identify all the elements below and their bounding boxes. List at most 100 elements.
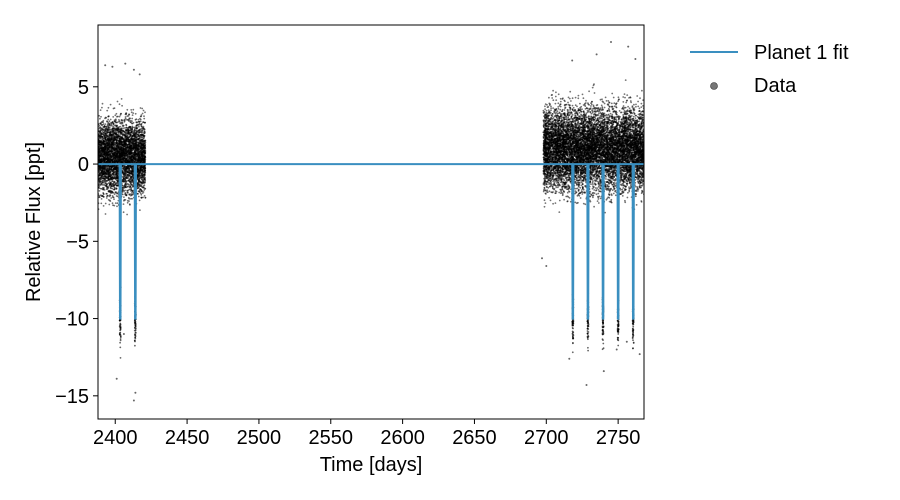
data-point [142,191,145,193]
data-point [123,196,125,199]
data-point [100,121,103,123]
data-point [134,329,137,332]
data-point [136,148,139,151]
data-point [109,138,112,141]
data-point [131,128,134,130]
data-point [104,123,107,125]
data-point [119,331,122,334]
data-point [108,203,111,206]
data-point [103,148,106,151]
data-point [113,124,116,127]
data-point [106,131,109,134]
data-point [110,122,113,125]
data-point [107,129,110,132]
data-point [122,211,125,214]
data-point [105,197,108,199]
data-point [110,128,113,131]
data-point [104,202,107,205]
data-point [129,157,131,160]
data-point [138,135,141,138]
data-point [101,102,104,105]
data-point [115,121,118,124]
data-point [139,180,141,183]
data-point [128,193,131,196]
data-point [108,182,111,185]
data-point [115,139,118,142]
data-point [129,125,131,128]
data-point [115,112,118,115]
data-point [136,133,139,136]
data-point [142,196,144,199]
data-point [137,184,140,187]
data-point [131,165,134,167]
data-point [124,147,127,150]
data-point [137,118,140,121]
data-point [106,167,109,169]
data-point [134,159,137,162]
data-point [137,195,140,198]
data-point [142,160,145,163]
data-point [102,119,105,122]
data-point [140,165,143,168]
data-point [119,338,122,340]
data-point [605,100,608,102]
data-point [143,121,146,124]
data-point [134,326,136,329]
data-point [108,172,111,174]
data-point [124,137,127,140]
data-point [126,213,128,216]
data-point [131,156,134,159]
data-point [124,170,127,173]
data-point [126,115,129,117]
data-point [106,120,108,122]
data-point [129,185,132,188]
data-point [142,187,145,189]
data-point [141,112,144,115]
data-point [124,192,127,195]
data-point [122,172,125,174]
data-point [109,175,111,178]
data-point [116,141,118,144]
data-point [119,327,122,330]
data-point [105,172,107,174]
data-point [101,146,104,149]
data-point [134,337,137,340]
data-point [125,112,128,115]
data-point [109,134,112,137]
data-point [140,114,143,116]
data-point [116,179,119,182]
data-point [116,100,119,103]
data-point [102,192,105,194]
data-point [118,130,121,132]
data-point [130,161,133,164]
data-point [107,126,110,128]
data-points [98,41,644,402]
data-point [100,159,103,162]
data-point [141,148,144,151]
data-point [132,112,135,114]
data-point [119,131,122,134]
data-point [118,115,121,118]
data-point [110,151,113,154]
data-point [136,158,138,161]
data-point [122,177,125,180]
data-point [103,143,105,146]
data-point [138,175,141,178]
data-point [134,333,136,336]
data-point [108,146,111,149]
data-point [144,180,146,183]
data-point [129,156,132,158]
data-point [111,190,114,193]
data-point [121,104,123,107]
data-point [125,176,128,179]
data-point [130,111,133,114]
data-point [134,148,137,151]
data-point [99,140,102,143]
data-point [137,120,140,123]
data-point [102,205,105,207]
data-point [116,133,119,136]
data-point [115,182,118,185]
data-point [111,178,114,180]
data-point [113,188,116,191]
data-point [125,132,128,134]
